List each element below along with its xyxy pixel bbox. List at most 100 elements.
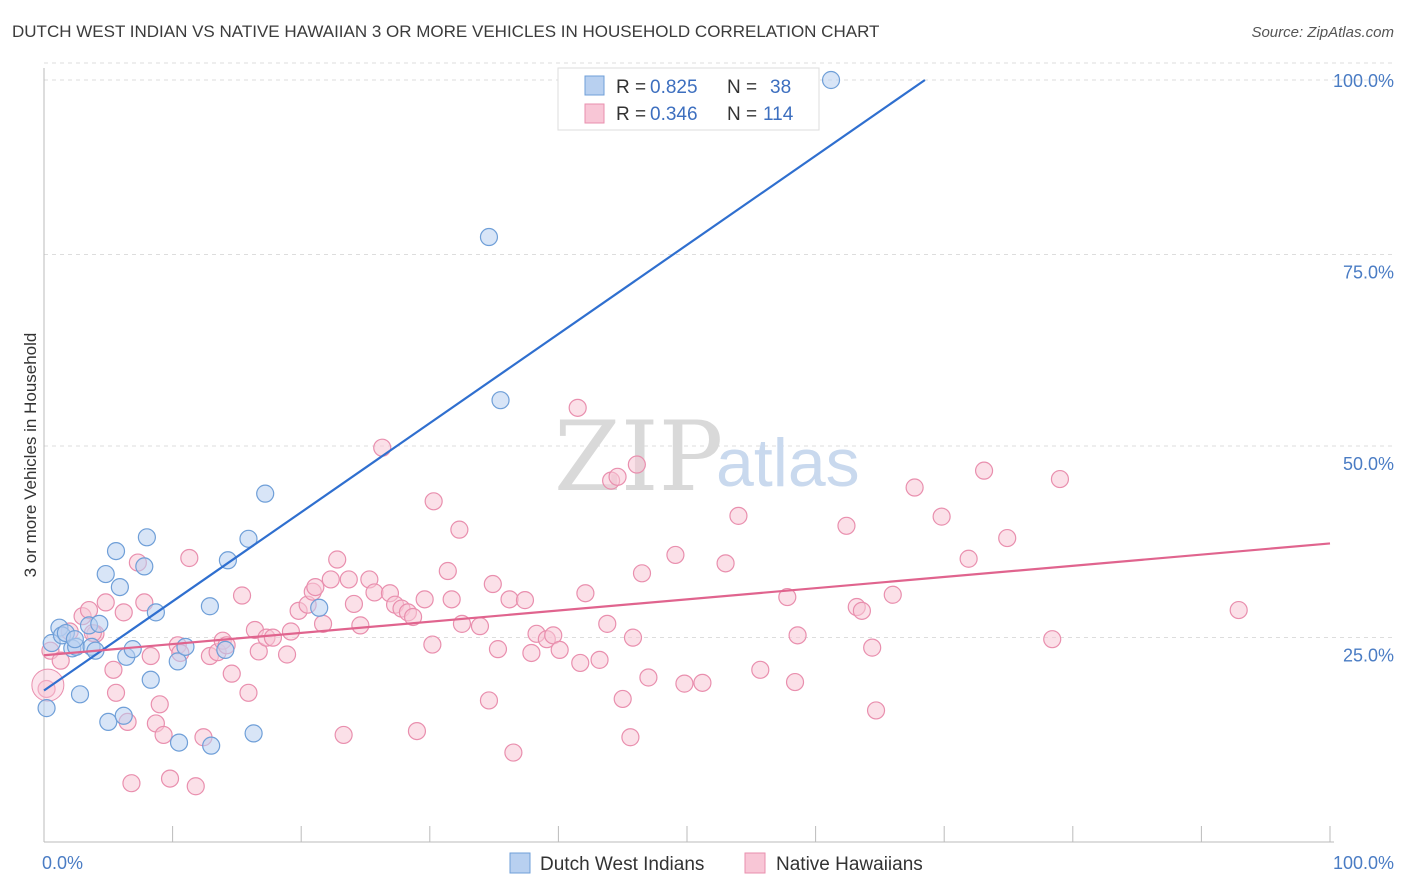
dutch-west-indians-point [90, 614, 109, 633]
dutch-west-indians-point [137, 528, 156, 547]
native-hawaiians-point [608, 467, 627, 486]
stats-legend: R = 0.825 N = 38 R = 0.346 N = 114 [557, 67, 820, 131]
native-hawaiians-point [186, 777, 205, 796]
native-hawaiians-point [866, 701, 886, 720]
dutch-west-indians-point [244, 724, 263, 743]
native-hawaiians-point [863, 638, 882, 657]
native-hawaiians-point [31, 668, 65, 702]
y-tick-label: 100.0% [1333, 71, 1394, 91]
native-hawaiians-point [51, 651, 70, 670]
y-tick-label: 50.0% [1343, 454, 1394, 474]
series-legend: Dutch West Indians Native Hawaiians [509, 852, 923, 875]
dutch-west-indians-point [37, 699, 56, 718]
stats-legend-row-blue: R = 0.825 N = 38 [616, 77, 791, 98]
native-hawaiians-point [438, 561, 457, 581]
dutch-west-indians-point [106, 541, 126, 561]
dutch-west-indians-point [135, 557, 154, 576]
r-value: 0.346 [650, 104, 698, 125]
native-hawaiians-point [550, 640, 569, 660]
native-hawaiians-point [883, 585, 902, 604]
dutch-west-indians-point [169, 733, 189, 752]
native-hawaiians-point [424, 492, 443, 511]
native-hawaiians-point [122, 774, 141, 793]
native-hawaiians-point [716, 554, 735, 573]
r-label: R = [616, 77, 651, 98]
native-hawaiians-point [500, 590, 519, 609]
native-hawaiians-point [959, 549, 978, 568]
native-hawaiians-point [135, 593, 154, 612]
native-hawaiians-point [277, 645, 297, 664]
y-tick-label: 25.0% [1343, 646, 1394, 666]
native-hawaiians-point [373, 438, 392, 457]
native-hawaiians-point [306, 577, 325, 597]
x-tick-label-max: 100.0% [1333, 853, 1394, 873]
native-hawaiians-point [576, 584, 595, 603]
native-hawaiians-point [639, 668, 658, 687]
native-hawaiians-point [141, 646, 160, 666]
n-value: 114 [763, 104, 794, 125]
dutch-west-indians-point [168, 652, 187, 671]
native-hawaiians-point [905, 478, 924, 497]
x-tick-label-min: 0.0% [42, 853, 83, 873]
native-hawaiians-point [249, 642, 268, 661]
native-hawaiians-point [504, 743, 523, 762]
native-hawaiians-point [160, 769, 180, 788]
dutch-west-indians-point [96, 564, 115, 584]
native-hawaiians-point [590, 650, 609, 669]
dutch-west-indians-trend-line [43, 79, 926, 692]
native-hawaiians-point [415, 590, 434, 609]
dutch-west-indians-point [256, 484, 275, 503]
native-hawaiians-point [232, 586, 252, 605]
stats-legend-swatch-pink [584, 103, 605, 124]
dutch-west-indians-point [216, 640, 235, 660]
native-hawaiians-point [222, 664, 241, 683]
r-value: 0.825 [650, 77, 698, 98]
native-hawaiians-point [281, 622, 301, 641]
native-hawaiians-point [339, 570, 358, 589]
native-hawaiians-point [328, 550, 347, 569]
native-hawaiians-point [729, 506, 748, 525]
native-hawaiians-point [423, 635, 442, 654]
dutch-west-indians-point [202, 736, 221, 755]
dutch-west-indians-point [310, 598, 329, 617]
native-hawaiians-point [568, 398, 587, 417]
native-hawaiians-point [623, 628, 643, 647]
native-hawaiians-point [479, 691, 499, 710]
native-hawaiians-point [263, 628, 283, 647]
native-hawaiians-point [788, 626, 807, 645]
dutch-west-indians-point [176, 637, 195, 656]
native-hawaiians-point [693, 673, 712, 692]
stats-legend-row-pink: R = 0.346 N = 114 [616, 104, 794, 125]
native-hawaiians-point [180, 548, 199, 568]
native-hawaiians-point [998, 528, 1017, 548]
n-label: N = [727, 104, 762, 125]
native-hawaiians-point [488, 640, 508, 659]
series-legend-label-blue: Dutch West Indians [540, 854, 704, 875]
native-hawaiians-point [1043, 630, 1062, 649]
native-hawaiians-points [31, 398, 1248, 796]
native-hawaiians-point [403, 607, 423, 627]
dutch-west-indians-point [70, 685, 90, 704]
n-label: N = [727, 77, 762, 98]
native-hawaiians-point [598, 614, 617, 633]
native-hawaiians-point [621, 728, 640, 747]
chart-title: DUTCH WEST INDIAN VS NATIVE HAWAIIAN 3 O… [12, 22, 880, 41]
native-hawaiians-point [751, 660, 770, 679]
dutch-west-indians-point [65, 630, 84, 649]
native-hawaiians-point [852, 601, 871, 620]
native-hawaiians-trend-line [43, 542, 1331, 657]
watermark: ZIP atlas [554, 401, 860, 513]
r-label: R = [616, 104, 651, 125]
dutch-west-indians-point [821, 70, 841, 90]
native-hawaiians-point [515, 591, 535, 610]
native-hawaiians-point [106, 683, 126, 702]
native-hawaiians-point [442, 590, 461, 609]
watermark-atlas: atlas [716, 425, 860, 501]
dutch-west-indians-point [141, 670, 160, 689]
native-hawaiians-point [483, 574, 502, 594]
series-legend-label-pink: Native Hawaiians [776, 854, 923, 875]
native-hawaiians-point [666, 545, 685, 565]
native-hawaiians-point [351, 616, 370, 635]
y-axis-label: 3 or more Vehicles in Household [21, 333, 40, 578]
